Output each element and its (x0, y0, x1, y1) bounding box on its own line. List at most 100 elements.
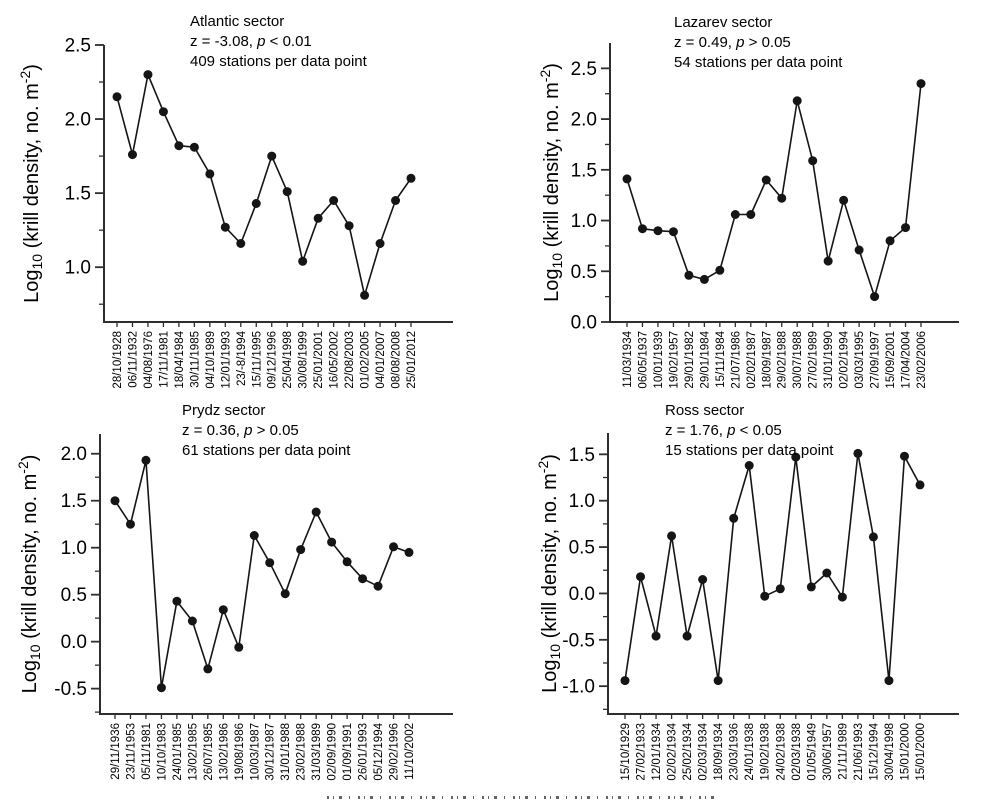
data-point (636, 572, 646, 582)
data-point (187, 616, 197, 626)
data-point (251, 199, 261, 208)
x-tick-label: 18/09/1987 (761, 331, 773, 389)
chart-ross-sector: -1.0 -0.5 0.0 0.5 1.0 1.5 15/10/1929 27/02/1933… (535, 402, 959, 781)
data-point (760, 591, 770, 601)
data-point (870, 292, 880, 302)
x-tick-label: 15/09/2001 (885, 331, 897, 389)
x-tick-label: 31/01/1990 (823, 331, 835, 389)
data-point (808, 156, 818, 166)
data-point (158, 107, 168, 117)
data-point (342, 557, 352, 567)
x-tick-label: 11/10/2002 (404, 723, 416, 780)
y-tick-label: 0.0 (61, 632, 87, 653)
data-point (899, 451, 909, 461)
data-point (296, 545, 306, 555)
y-tick-label: 0.0 (571, 313, 597, 334)
x-tick-label: 02/03/1938 (791, 723, 803, 781)
x-tick-label: 29/01/1984 (699, 330, 711, 388)
x-tick-label: 30/08/1999 (298, 331, 310, 389)
y-tick-label: 1.5 (61, 491, 87, 512)
x-tick-label: 16/05/2002 (329, 331, 341, 389)
stations-note: 54 stations per data point (674, 54, 843, 71)
stats-line: z = -3.08, p < 0.01 (190, 33, 312, 50)
x-tick-label: 30/07/1988 (792, 331, 804, 389)
x-tick-label: 02/03/1934 (698, 722, 710, 780)
y-tick-label: 2.0 (61, 444, 87, 465)
x-tick-label: 23/02/2006 (916, 331, 928, 389)
panel-title: Prydz sector (182, 402, 265, 419)
data-point (236, 239, 246, 248)
data-point (684, 270, 694, 280)
x-tick-label: 25/01/2001 (313, 331, 325, 389)
x-tick-label: 29/02/1996 (389, 723, 401, 781)
x-tick-label: 21/11/1989 (837, 723, 849, 780)
data-point (884, 676, 894, 686)
data-point (698, 575, 708, 584)
data-point (746, 210, 756, 219)
x-tick-label: 19/08/1986 (234, 723, 246, 781)
x-tick-label: 27/02/1933 (636, 723, 648, 781)
x-tick-label: 17/04/2004 (901, 330, 913, 388)
y-tick-label: 1.0 (569, 491, 595, 512)
x-tick-label: 24/01/1985 (172, 723, 184, 781)
x-tick-label: 10/03/1987 (249, 723, 261, 781)
x-tick-label: 23/-8/1994 (236, 330, 248, 386)
x-tick-label: 31/01/1988 (280, 723, 292, 781)
y-tick-label: 0.5 (571, 262, 597, 283)
data-point (156, 683, 166, 693)
x-tick-label: 18/04/1984 (174, 330, 186, 388)
data-point (651, 631, 661, 641)
x-tick-label: 23/11/1953 (125, 723, 137, 780)
axes: -0.5 0.0 0.5 1.0 1.5 2.0 29/11/1936 23/11/1953 0… (54, 434, 453, 781)
data-point (313, 213, 323, 223)
data-point (406, 173, 416, 183)
x-tick-label: 29/02/1988 (777, 331, 789, 389)
x-tick-label: 21/07/1986 (730, 331, 742, 389)
x-tick-label: 15/01/2000 (915, 723, 927, 781)
x-tick-label: 19/02/1938 (760, 723, 772, 781)
x-tick-label: 25/02/1934 (682, 722, 694, 780)
x-tick-label: 15/11/1984 (715, 330, 727, 387)
x-tick-label: 09/12/1996 (267, 331, 279, 389)
data-point (668, 227, 678, 237)
series-line (626, 83, 922, 298)
x-tick-label: 08/08/2008 (391, 331, 403, 389)
x-tick-label: 30/11/1985 (189, 331, 201, 388)
data-point (125, 519, 135, 529)
data-point (344, 221, 354, 231)
x-tick-label: 23/03/1936 (729, 723, 741, 781)
data-point (868, 532, 878, 542)
data-point (375, 239, 385, 248)
data-point (280, 589, 290, 599)
stats-line: z = 0.49, p > 0.05 (674, 34, 791, 51)
x-tick-label: 25/01/2012 (406, 331, 418, 389)
x-tick-label: 06/05/1937 (637, 331, 649, 389)
data-point (327, 537, 337, 547)
x-tick-label: 10/10/1983 (156, 723, 168, 781)
panel-title: Atlantic sector (190, 13, 284, 30)
x-tick-label: 27/02/1989 (808, 331, 820, 389)
data-point (637, 224, 647, 234)
data-point (699, 274, 709, 284)
x-tick-label: 04/01/2007 (375, 331, 387, 389)
data-point (218, 605, 228, 615)
x-tick-label: 18/09/1934 (713, 722, 725, 780)
x-tick-label: 26/07/1985 (203, 723, 215, 781)
data-point (360, 290, 370, 300)
data-point (729, 513, 739, 523)
x-tick-label: 27/09/1997 (870, 331, 882, 389)
y-axis-label: Log10 (krill density, no. m-2) (535, 454, 563, 693)
stations-note: 409 stations per data point (190, 53, 368, 70)
chart-lazarev-sector: 0.0 0.5 1.0 1.5 2.0 2.5 11/03/1934 06/05/1937 10… (537, 14, 959, 389)
data-point (853, 448, 863, 458)
y-tick-label: 1.0 (61, 538, 87, 559)
panel-title: Lazarev sector (674, 14, 772, 31)
series-line (116, 73, 412, 297)
data-point (901, 223, 911, 233)
y-tick-label: 2.0 (65, 110, 91, 131)
stats-line: z = 0.36, p > 0.05 (182, 422, 299, 439)
data-point (916, 79, 926, 89)
x-tick-label: 05/11/1981 (141, 723, 153, 780)
x-tick-label: 12/01/1934 (651, 722, 663, 780)
x-tick-label: 06/11/1932 (127, 331, 139, 388)
